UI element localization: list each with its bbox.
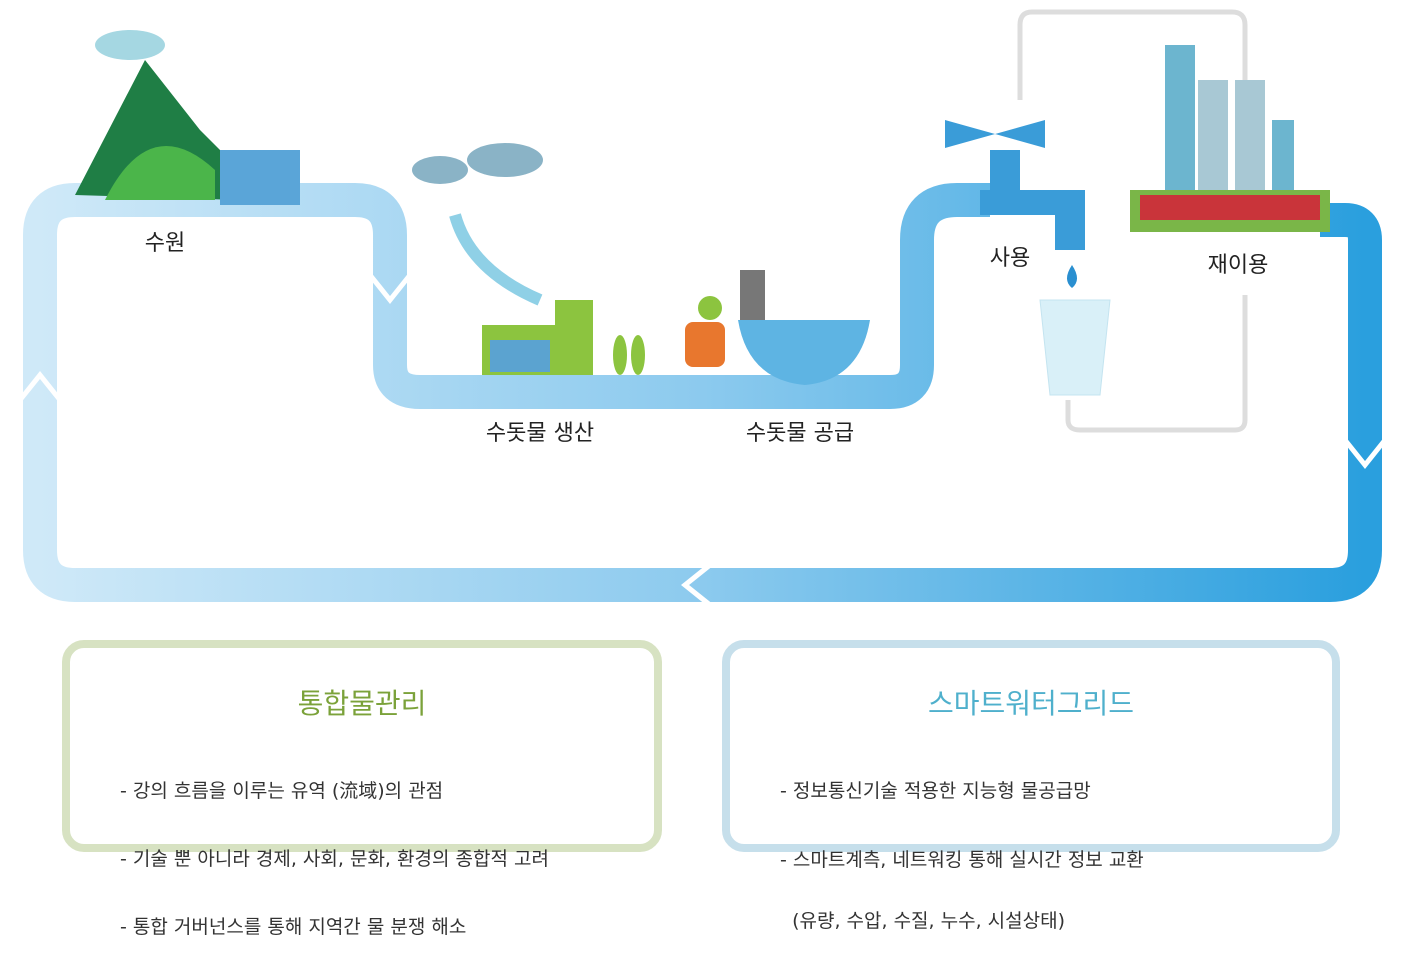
panel-title: 스마트워터그리드 xyxy=(927,687,1135,720)
panel-item: - 스마트계측, 네트워킹 통해 실시간 정보 교환 xyxy=(780,849,1144,871)
water-cycle: 수원 수돗물 생산 수돗물 공급 사용 재이용 xyxy=(18,9,1387,607)
diagram: 수원 수돗물 생산 수돗물 공급 사용 재이용 통합물관리 - 강의 흐름을 이… xyxy=(18,9,1387,938)
use-icon xyxy=(945,120,1111,396)
stage-label: 재이용 xyxy=(1208,253,1269,278)
panel-item: - 통합 거버넌스를 통해 지역간 물 분쟁 해소 xyxy=(120,916,467,938)
panel-item: - 강의 흐름을 이루는 유역 (流域)의 관점 xyxy=(120,780,444,802)
panel-item: (유량, 수압, 수질, 누수, 시설상태) xyxy=(780,910,1065,932)
panel-title: 통합물관리 xyxy=(297,687,427,720)
supply-icon xyxy=(685,270,870,385)
panel-items: - 강의 흐름을 이루는 유역 (流域)의 관점 - 기술 뿐 아니라 경제, … xyxy=(70,740,654,978)
panel: 스마트워터그리드 - 정보통신기술 적용한 지능형 물공급망 - 스마트계측, … xyxy=(722,640,1340,932)
production-icon xyxy=(412,143,645,375)
panel-item: - 정보통신기술 적용한 지능형 물공급망 xyxy=(780,780,1091,802)
stage-label: 수원 xyxy=(145,231,185,256)
reuse-icon xyxy=(1130,45,1330,232)
flow-loop xyxy=(23,183,1382,602)
panel-item: - 기술 뿐 아니라 경제, 사회, 문화, 환경의 종합적 고려 xyxy=(120,848,549,870)
panel: 통합물관리 - 강의 흐름을 이루는 유역 (流域)의 관점 - 기술 뿐 아니… xyxy=(62,640,662,938)
arrow xyxy=(18,93,1387,607)
panel-items: - 정보통신기술 적용한 지능형 물공급망 - 스마트계측, 네트워킹 통해 실… xyxy=(730,740,1332,968)
stage-label: 수돗물 생산 xyxy=(486,421,594,446)
stage-label: 수돗물 공급 xyxy=(746,421,854,446)
source-icon xyxy=(75,30,300,205)
stage-label: 사용 xyxy=(990,246,1030,271)
reuse-loop xyxy=(1017,9,1248,433)
